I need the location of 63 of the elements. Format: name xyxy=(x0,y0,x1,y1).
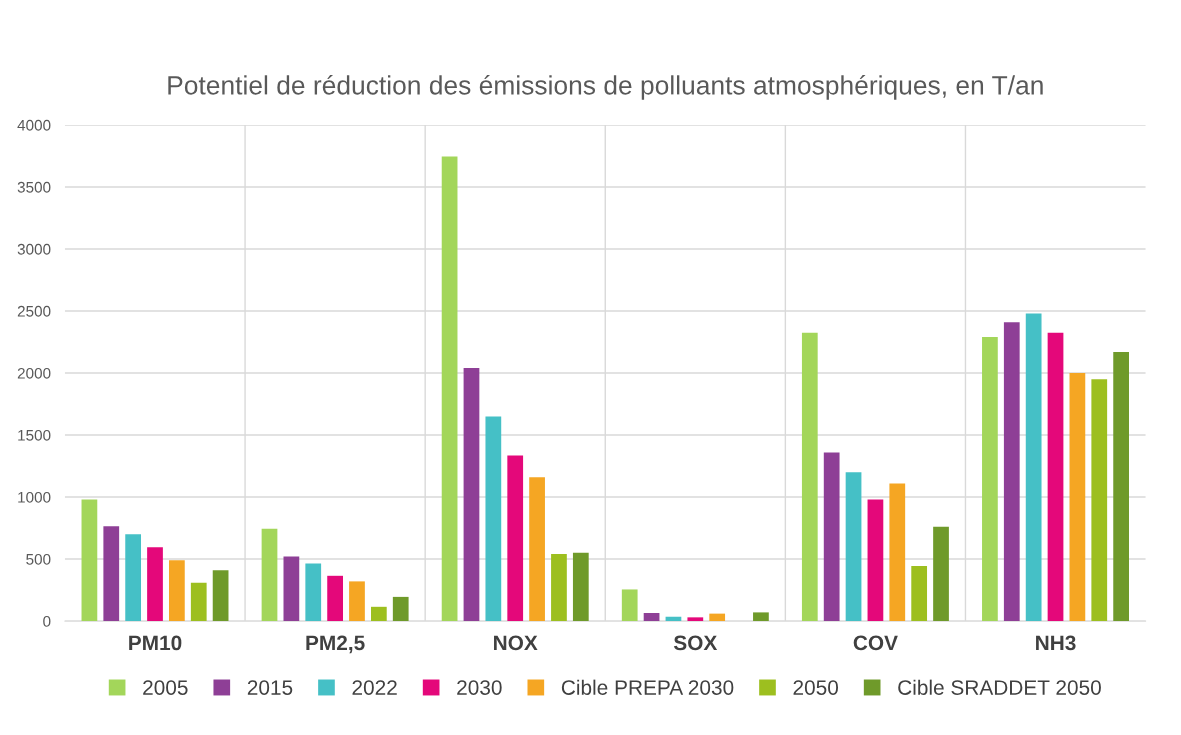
bar xyxy=(441,156,458,622)
x-tick-label: PM2,5 xyxy=(306,635,365,654)
bar xyxy=(125,534,142,622)
y-tick-label: 4000 xyxy=(17,119,51,131)
bar xyxy=(485,416,502,622)
y-tick-label: 3500 xyxy=(17,181,51,193)
bar xyxy=(572,552,589,622)
bar xyxy=(845,472,862,622)
y-tick-label: 500 xyxy=(26,553,51,565)
legend-label: Cible PREPA 2030 xyxy=(561,679,734,695)
legend-label: 2030 xyxy=(457,680,502,695)
bar xyxy=(283,556,300,622)
bar xyxy=(463,368,480,622)
bar xyxy=(1025,313,1042,622)
bar xyxy=(1047,332,1064,622)
legend-label: 2005 xyxy=(143,680,188,695)
bar xyxy=(370,606,387,622)
bar xyxy=(801,332,818,622)
bar xyxy=(261,528,278,622)
bar xyxy=(305,563,322,622)
bar xyxy=(392,596,409,622)
bar xyxy=(81,499,98,622)
y-tick-label: 2500 xyxy=(17,305,51,317)
y-tick-label: 1500 xyxy=(18,429,51,441)
bar xyxy=(823,452,840,622)
legend-label: 2050 xyxy=(793,680,839,695)
bar xyxy=(709,613,726,622)
x-tick-label: PM10 xyxy=(129,635,182,651)
legend-label: 2022 xyxy=(352,680,397,695)
bar xyxy=(529,477,545,622)
bar xyxy=(169,560,185,622)
bar xyxy=(103,526,120,622)
bar xyxy=(507,455,524,622)
bar xyxy=(551,554,567,622)
bar xyxy=(933,526,949,622)
legend-label: Cible SRADDET 2050 xyxy=(898,679,1101,695)
bar xyxy=(212,570,229,622)
bar xyxy=(982,337,998,622)
bar xyxy=(687,617,704,622)
bar xyxy=(753,612,769,622)
bar xyxy=(1003,322,1020,622)
bar xyxy=(349,581,365,622)
bar xyxy=(1113,351,1129,622)
y-tick-label: 1000 xyxy=(18,491,51,503)
bar xyxy=(867,499,884,622)
bar xyxy=(190,582,207,622)
bar xyxy=(147,547,163,622)
bar xyxy=(327,575,343,622)
chart-title: Potentiel de réduction des émissions de polluants atmosphériques, en T/an xyxy=(168,74,1043,100)
y-tick-label: 2000 xyxy=(17,367,51,379)
bar xyxy=(911,565,928,622)
x-tick-label: SOX xyxy=(673,635,718,651)
y-tick-label: 3000 xyxy=(17,243,51,255)
bar xyxy=(1069,373,1086,622)
bar xyxy=(1091,379,1108,622)
bar xyxy=(621,589,638,622)
x-tick-label: COV xyxy=(853,635,898,651)
bar xyxy=(643,613,660,622)
legend-label: 2015 xyxy=(247,680,293,695)
x-tick-label: NH3 xyxy=(1036,635,1076,651)
y-tick-label: 0 xyxy=(43,615,51,627)
bar xyxy=(889,483,906,622)
x-tick-label: NOX xyxy=(494,635,538,651)
